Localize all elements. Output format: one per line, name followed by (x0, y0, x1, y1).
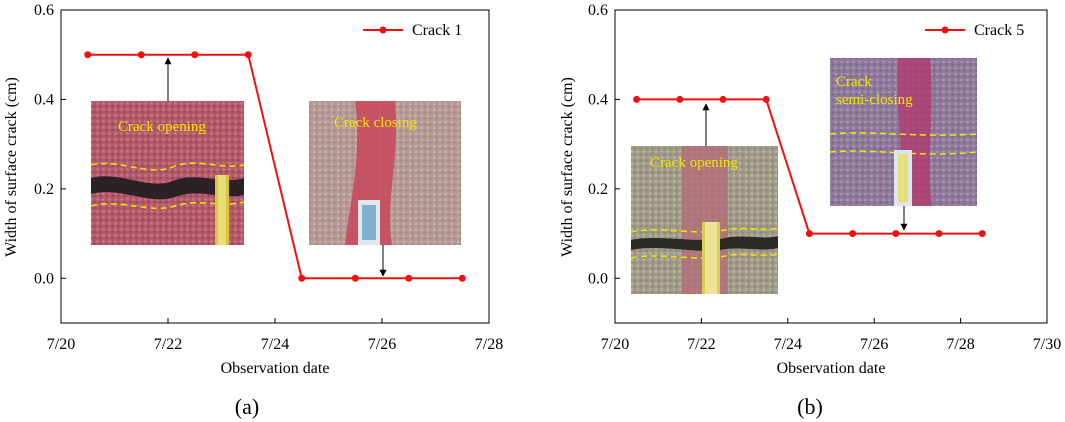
legend: Crack 1 (363, 22, 462, 39)
data-point (137, 51, 145, 59)
y-tick-label: 0.2 (34, 181, 54, 198)
x-tick-label: 7/30 (1033, 336, 1061, 353)
legend-label: Crack 1 (412, 22, 462, 39)
data-point (84, 51, 92, 59)
y-tick-label: 0.6 (34, 2, 54, 19)
data-point (892, 230, 900, 238)
data-point (762, 95, 770, 103)
y-tick-label: 0.0 (34, 270, 54, 287)
crack-opening-photo (90, 101, 245, 245)
series-line (87, 53, 463, 280)
y-tick-label: 0.6 (588, 2, 608, 19)
legend-label: Crack 5 (974, 22, 1024, 39)
panel-label: (a) (235, 394, 259, 419)
annotation-label: Crack opening (118, 119, 206, 135)
x-tick-label: 7/28 (475, 336, 503, 353)
x-tick-label: 7/26 (860, 336, 888, 353)
data-point (244, 51, 252, 59)
axes: 7/20 7/22 7/24 7/26 7/28 7/30 0.0 0.2 0.4 0.6 (588, 2, 1061, 353)
annotation-label: Crack closing (334, 115, 417, 131)
annotation-label: Crack semi-closing (836, 74, 913, 108)
crack-semi-closing-photo (829, 58, 978, 206)
crack-closing-photo (309, 101, 461, 245)
series-crack-1 (84, 51, 466, 282)
data-point (805, 230, 813, 238)
data-point (676, 95, 684, 103)
panel-label: (b) (797, 394, 823, 419)
data-point (405, 274, 413, 282)
x-tick-label: 7/28 (946, 336, 974, 353)
x-tick-label: 7/24 (261, 336, 289, 353)
data-point (633, 95, 641, 103)
data-point (849, 230, 857, 238)
y-tick-label: 0.2 (588, 181, 608, 198)
x-tick-label: 7/20 (601, 336, 629, 353)
y-axis-title: Width of surface crack (cm) (559, 77, 576, 257)
x-tick-label: 7/22 (687, 336, 715, 353)
annotation-label: Crack opening (650, 155, 738, 171)
legend-marker (379, 26, 387, 34)
chart-panel-a: Crack opening Crack closing 7/20 7/22 7/24… (3, 2, 503, 419)
x-axis-title: Observation date (221, 360, 330, 377)
data-point (298, 274, 306, 282)
series-crack-5 (633, 95, 986, 238)
y-tick-label: 0.4 (588, 91, 608, 108)
crack-opening-photo (630, 146, 779, 294)
x-tick-label: 7/26 (368, 336, 396, 353)
plot-frame (614, 9, 1048, 324)
legend-marker (941, 26, 949, 34)
data-point (191, 51, 199, 59)
y-axis-title: Width of surface crack (cm) (3, 77, 20, 257)
data-point (719, 95, 727, 103)
x-axis-title: Observation date (777, 360, 886, 377)
x-tick-label: 7/20 (47, 336, 75, 353)
x-tick-label: 7/24 (774, 336, 802, 353)
y-tick-label: 0.0 (588, 270, 608, 287)
legend: Crack 5 (925, 22, 1024, 39)
data-point (458, 274, 466, 282)
x-tick-label: 7/22 (154, 336, 182, 353)
y-tick-label: 0.4 (34, 91, 54, 108)
axes: 7/20 7/22 7/24 7/26 7/28 0.0 0.2 0.4 0.6 (34, 2, 503, 353)
chart-panel-b: Crack opening Crack semi-closing 7/20 7/22… (559, 2, 1061, 419)
data-point (978, 230, 986, 238)
data-point (935, 230, 943, 238)
data-point (351, 274, 359, 282)
